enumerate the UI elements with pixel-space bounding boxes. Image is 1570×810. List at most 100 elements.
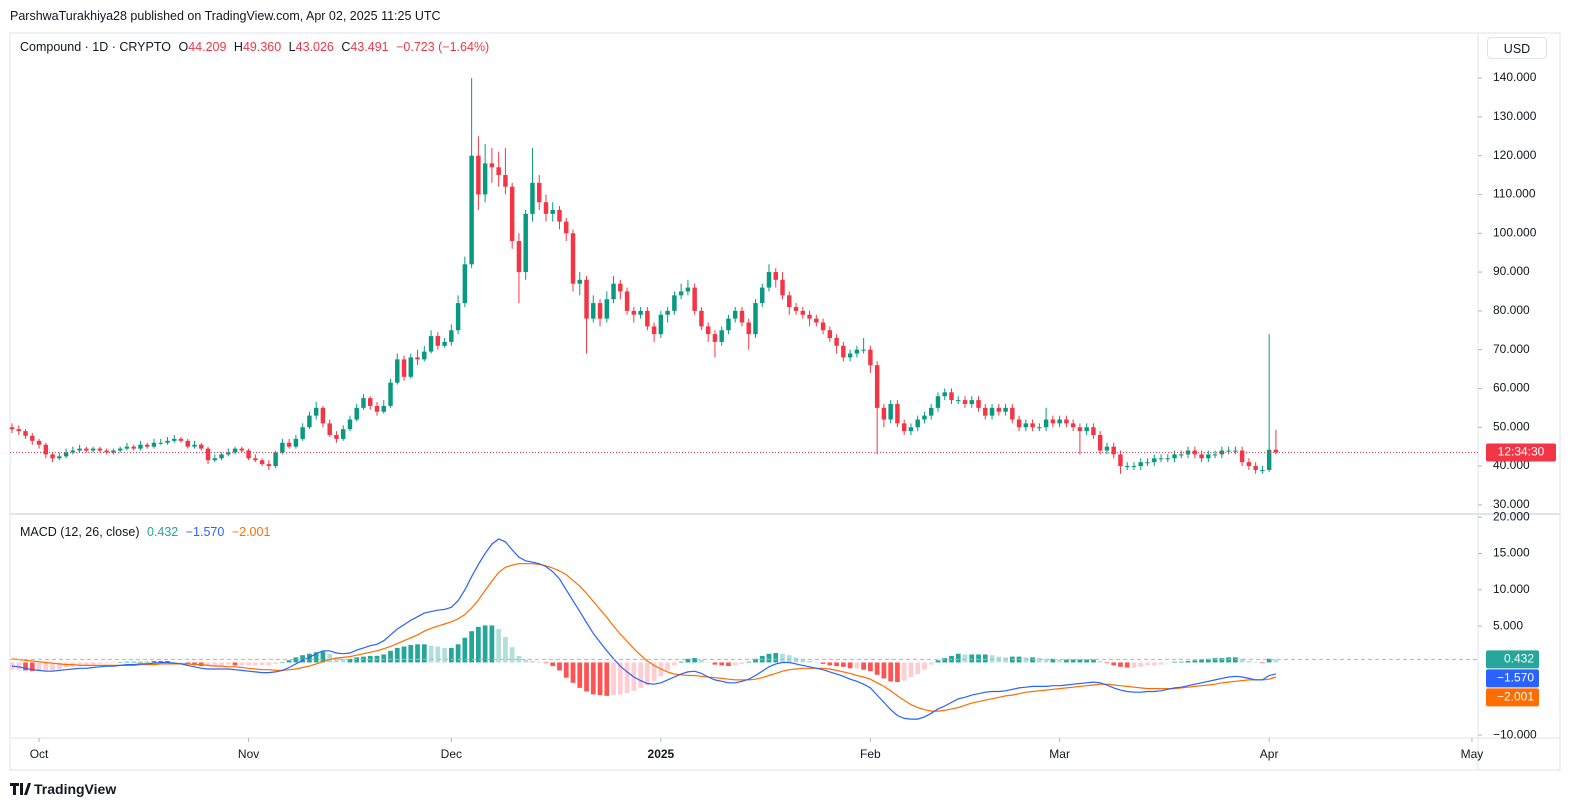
histogram-bar	[976, 654, 981, 663]
histogram-bar	[435, 646, 441, 663]
histogram-bar	[705, 662, 711, 663]
histogram-bar	[259, 662, 265, 666]
candle-body	[638, 310, 643, 315]
candle-body	[212, 458, 218, 461]
histogram-bar	[469, 631, 474, 663]
histogram-bar	[746, 661, 752, 663]
candle-body	[597, 303, 603, 319]
candle-body	[807, 314, 812, 319]
candle-body	[1043, 419, 1049, 428]
candle-body	[604, 299, 610, 319]
candle-body	[23, 431, 28, 436]
histogram-bar	[732, 662, 738, 666]
histogram-bar	[611, 662, 616, 696]
candle-body	[449, 330, 454, 342]
histogram-bar	[1273, 659, 1279, 663]
candle-body	[280, 442, 285, 453]
histogram-bar	[874, 662, 880, 675]
histogram-bar	[1023, 657, 1029, 663]
candle-body	[536, 182, 542, 203]
histogram-bar	[1212, 658, 1218, 663]
histogram-bar	[922, 662, 927, 670]
histogram-bar	[644, 662, 650, 685]
histogram-bar	[928, 662, 934, 665]
y-tick-label: 90.000	[1493, 264, 1530, 278]
o: O	[178, 40, 189, 54]
histogram-bar	[1192, 660, 1198, 663]
histogram-bar	[300, 655, 306, 663]
candle-body	[766, 272, 772, 288]
candle-body	[557, 209, 562, 222]
candle-body	[368, 398, 373, 406]
candle-body	[949, 392, 954, 401]
candle-body	[9, 427, 15, 430]
histogram-bar	[719, 662, 725, 666]
candle-body	[739, 310, 745, 323]
candle-body	[645, 310, 650, 327]
candle-body	[1233, 450, 1238, 452]
histogram-bar	[726, 662, 731, 667]
histogram-bar	[563, 662, 569, 678]
histogram-bar	[577, 662, 583, 688]
histogram-bar	[1151, 662, 1157, 666]
histogram-bar	[131, 661, 137, 663]
candle-body	[1111, 446, 1116, 455]
candle-body	[63, 452, 69, 457]
histogram-bar	[901, 662, 907, 681]
candle-body	[117, 448, 123, 451]
currency-button[interactable]: USD	[1487, 37, 1547, 59]
histogram-bar	[1219, 658, 1225, 663]
candle-body	[1212, 454, 1218, 456]
histogram-bar	[908, 662, 914, 677]
candle-body	[496, 167, 501, 176]
macd-line	[11, 538, 1277, 720]
histogram-bar	[739, 662, 745, 664]
histogram-bar	[699, 659, 704, 663]
open-label: O44.209	[178, 40, 226, 54]
histogram-bar	[266, 662, 272, 666]
y-tick-label: 110.000	[1493, 187, 1536, 201]
candle-body	[455, 303, 461, 331]
histogram-bar	[1158, 662, 1164, 665]
candle-body	[732, 310, 738, 319]
candle-body	[1016, 419, 1022, 428]
macd-legend: MACD (12, 26, close) 0.432 −1.570 −2.001	[20, 525, 274, 539]
histogram-bar	[1165, 662, 1171, 664]
candle-body	[422, 351, 427, 360]
candle-body	[814, 318, 819, 323]
histogram-bar	[307, 653, 312, 663]
histogram-bar	[293, 657, 299, 663]
y-tick-label: 15.000	[1493, 546, 1530, 560]
histogram-bar	[1178, 661, 1184, 663]
candle-body	[286, 442, 292, 447]
histogram-bar	[509, 647, 515, 663]
histogram-bar	[1246, 661, 1252, 663]
candle-body	[327, 423, 332, 436]
candle-body	[361, 398, 366, 408]
candle-body	[381, 405, 386, 412]
histogram-bar	[955, 653, 961, 663]
y-tick-label: 50.000	[1493, 419, 1530, 433]
histogram-bar	[1145, 662, 1150, 666]
histogram-bar	[1118, 662, 1123, 667]
candle-body	[1179, 454, 1184, 456]
candle-body	[131, 446, 136, 449]
candle-body	[888, 403, 893, 420]
histogram-bar	[712, 662, 718, 665]
candle-body	[165, 440, 170, 443]
candle-body	[253, 458, 258, 461]
candle-body	[469, 155, 474, 265]
candle-body	[293, 438, 299, 447]
histogram-bar	[111, 662, 116, 664]
histogram-bar	[476, 626, 481, 663]
candle-body	[401, 359, 407, 377]
histogram-bar	[543, 662, 549, 664]
candle-body	[1091, 427, 1096, 436]
histogram-bar	[462, 637, 468, 663]
histogram-bar	[36, 662, 42, 672]
candle-body	[43, 444, 49, 455]
candle-body	[1273, 449, 1279, 453]
candle-body	[868, 349, 873, 366]
candle-body	[442, 341, 447, 346]
histogram-bar	[861, 662, 866, 670]
